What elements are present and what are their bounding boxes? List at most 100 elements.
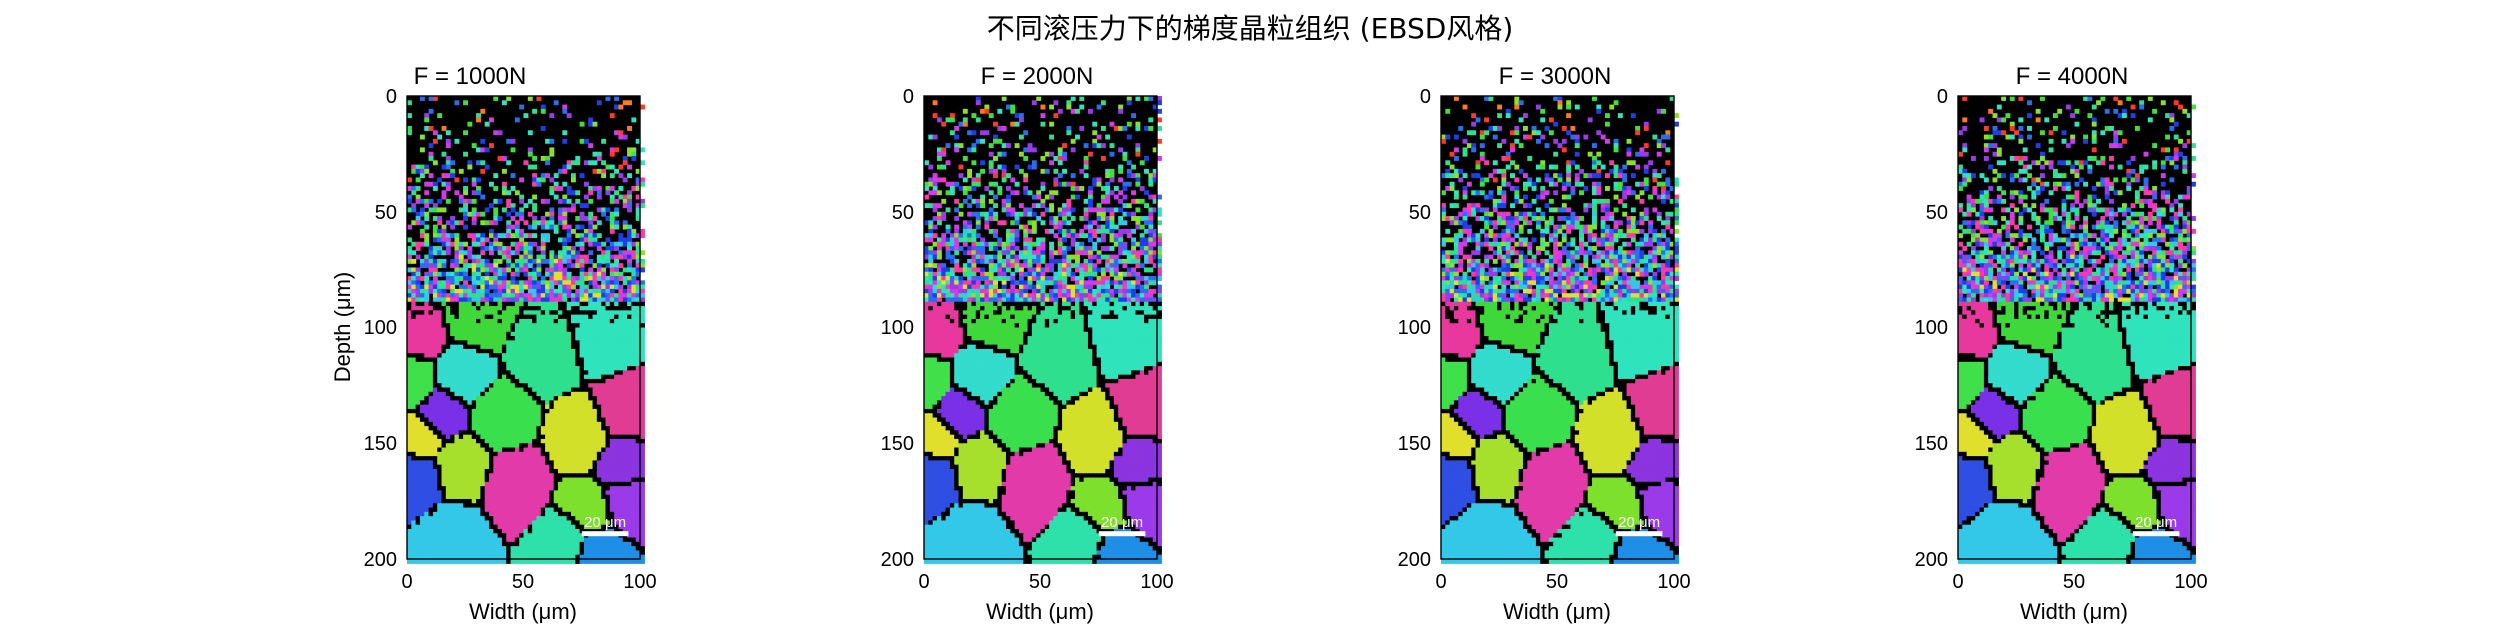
grain-cell xyxy=(471,374,477,380)
grain-cell xyxy=(523,370,529,376)
grain-cell xyxy=(419,438,425,444)
grain-cell xyxy=(445,383,451,389)
grain-cell xyxy=(627,516,632,522)
grain-cell xyxy=(579,486,585,492)
grain-cell xyxy=(441,456,447,461)
grain-cell xyxy=(424,438,430,444)
grain-cell xyxy=(463,533,468,539)
grain-cell xyxy=(532,164,538,170)
grain-cell xyxy=(967,220,973,226)
grain-cell xyxy=(471,177,477,183)
grain-cell xyxy=(635,511,641,517)
grain-cell xyxy=(407,267,412,273)
grain-cell xyxy=(514,511,520,517)
grain-cell xyxy=(536,421,542,427)
grain-cell xyxy=(997,126,1003,131)
grain-cell xyxy=(532,430,538,436)
grain-cell xyxy=(419,258,425,264)
grain-cell xyxy=(419,211,425,217)
grain-cell xyxy=(988,216,994,221)
grain-cell xyxy=(441,408,447,414)
grain-cell xyxy=(618,541,624,547)
grain-cell xyxy=(627,100,632,106)
grain-cell xyxy=(570,460,576,466)
grain-cell xyxy=(501,490,507,496)
grain-cell xyxy=(1122,220,1128,226)
grain-cell xyxy=(463,310,468,316)
grain-cell xyxy=(609,468,615,474)
grain-cell xyxy=(454,246,460,251)
grain-cell xyxy=(627,190,632,196)
grain-cell xyxy=(549,451,555,457)
grain-cell xyxy=(592,224,598,230)
grain-cell xyxy=(570,426,576,431)
grain-cell xyxy=(558,310,563,316)
grain-cell xyxy=(545,550,550,556)
grain-cell xyxy=(545,511,550,517)
grain-cell xyxy=(480,438,486,444)
grain-cell xyxy=(463,528,468,534)
grain-cell xyxy=(566,271,572,277)
grain-cell xyxy=(493,348,499,354)
grain-cell xyxy=(579,546,585,552)
grain-cell xyxy=(527,400,533,406)
grain-cell xyxy=(527,546,533,552)
grain-cell xyxy=(514,477,520,483)
grain-cell xyxy=(476,546,481,552)
grain-cell xyxy=(437,447,443,453)
grain-cell xyxy=(1122,186,1128,191)
grain-cell xyxy=(523,220,529,226)
grain-cell xyxy=(437,490,443,496)
grain-cell xyxy=(480,361,486,367)
grain-cell xyxy=(532,387,538,393)
grain-cell xyxy=(609,378,615,384)
grain-cell xyxy=(971,198,977,204)
grain-cell xyxy=(415,477,421,483)
grain-cell xyxy=(640,340,645,346)
grain-cell xyxy=(480,336,486,341)
grain-cell xyxy=(583,396,589,401)
grain-cell xyxy=(592,280,598,286)
grain-cell xyxy=(437,473,443,479)
grain-cell xyxy=(1010,177,1016,183)
grain-cell xyxy=(493,486,499,492)
grain-cell xyxy=(618,366,624,371)
grain-cell xyxy=(1096,181,1102,187)
grain-cell xyxy=(501,541,507,547)
grain-cell xyxy=(458,486,464,492)
grain-cell xyxy=(640,460,645,466)
grain-cell xyxy=(445,391,451,397)
grain-cell xyxy=(545,404,550,410)
grain-cell xyxy=(480,168,486,174)
grain-cell xyxy=(437,541,443,547)
grain-cell xyxy=(1118,220,1124,226)
grain-cell xyxy=(1075,108,1080,114)
grain-cell xyxy=(614,276,620,281)
grain-cell xyxy=(570,438,576,444)
grain-cell xyxy=(523,233,529,239)
grain-cell xyxy=(562,138,568,144)
grain-cell xyxy=(570,160,576,166)
grain-cell xyxy=(631,314,637,320)
grain-cell xyxy=(488,490,494,496)
grain-cell xyxy=(962,108,968,114)
grain-cell xyxy=(454,481,460,487)
grain-cell xyxy=(601,361,607,367)
grain-cell xyxy=(484,284,490,290)
grain-cell xyxy=(523,477,529,483)
grain-cell xyxy=(450,524,456,530)
grain-cell xyxy=(501,306,507,311)
grain-cell xyxy=(497,511,503,517)
grain-cell xyxy=(428,301,434,307)
grain-cell xyxy=(967,211,973,217)
grain-cell xyxy=(463,366,468,371)
grain-cell xyxy=(493,417,499,423)
grain-cell xyxy=(549,434,555,440)
grain-cell xyxy=(614,331,620,337)
grain-cell xyxy=(424,443,430,449)
grain-cell xyxy=(596,447,602,453)
grain-cell xyxy=(484,366,490,371)
grain-cell xyxy=(540,276,546,281)
grain-cell xyxy=(579,374,585,380)
grain-cell xyxy=(1053,224,1059,230)
